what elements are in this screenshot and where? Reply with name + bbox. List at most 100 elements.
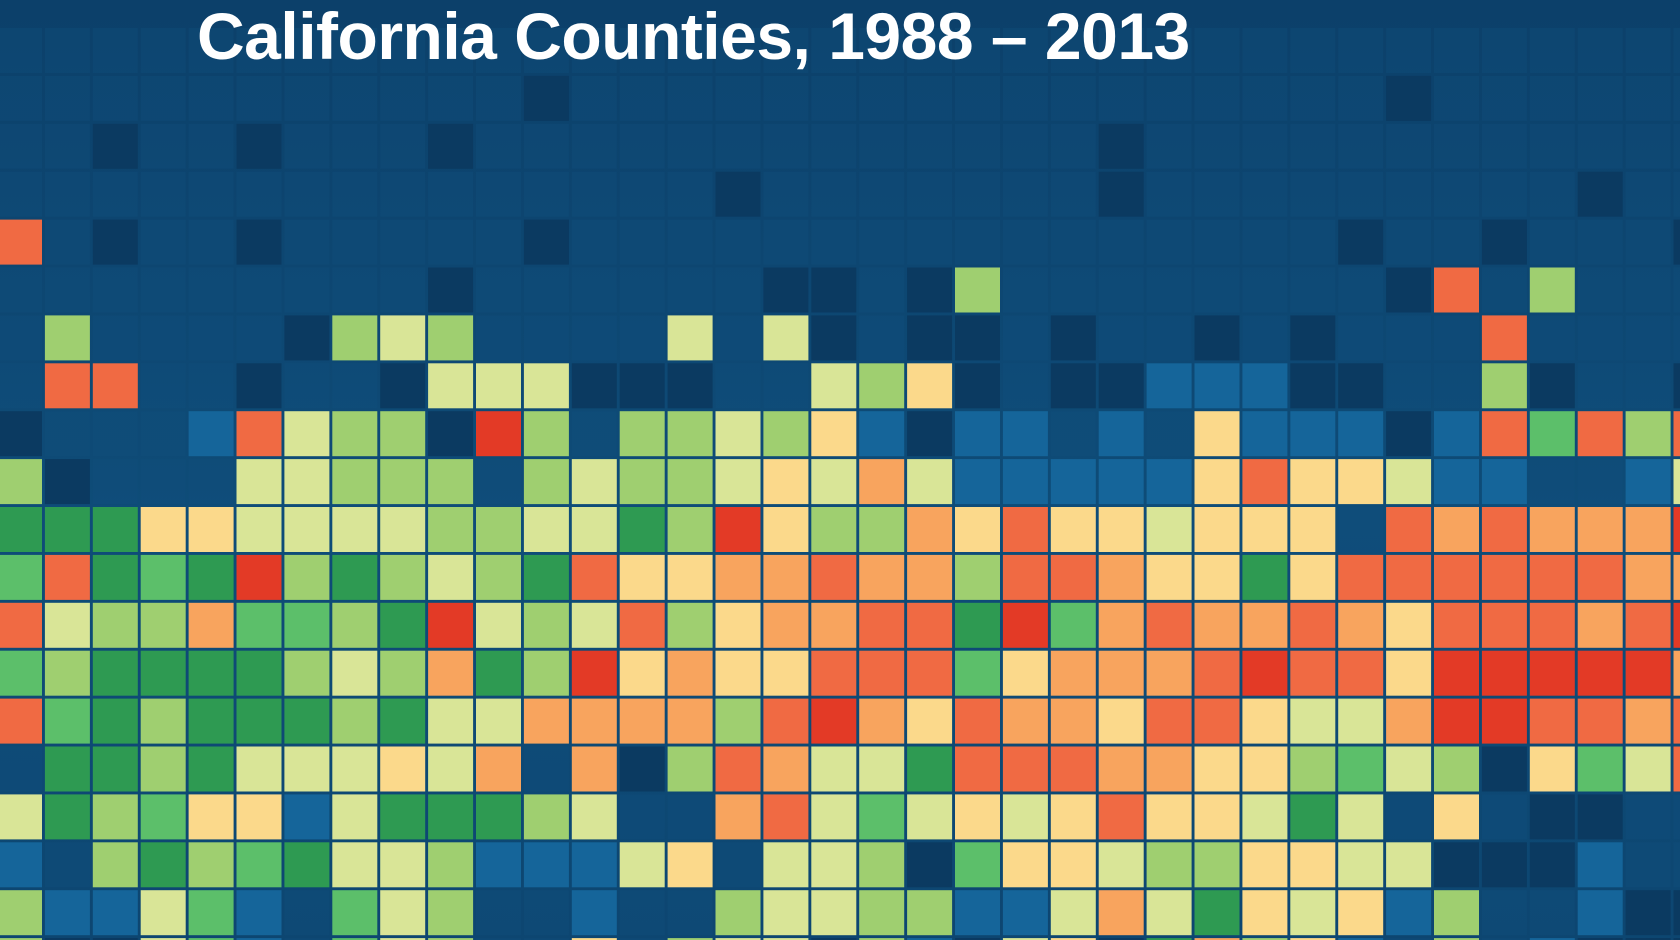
heatmap-cell: [0, 171, 42, 217]
heatmap-cell: [1146, 746, 1192, 792]
heatmap-cell: [1050, 602, 1096, 648]
heatmap-cell: [428, 171, 474, 217]
heatmap-cell: [236, 315, 282, 361]
heatmap-cell: [619, 938, 665, 940]
heatmap-cell: [1386, 28, 1432, 73]
heatmap-cell: [1098, 842, 1144, 888]
heatmap-cell: [955, 171, 1000, 217]
heatmap-cell: [332, 890, 378, 936]
heatmap-cell: [715, 507, 761, 552]
heatmap-cell: [523, 794, 569, 840]
heatmap-cell: [1529, 890, 1575, 936]
heatmap-cell: [1529, 315, 1575, 361]
heatmap-cell: [1242, 602, 1288, 648]
heatmap-cell: [1242, 698, 1288, 744]
heatmap-cell: [44, 554, 90, 600]
heatmap-cell: [907, 842, 953, 888]
heatmap-cell: [92, 890, 138, 936]
heatmap-cell: [1050, 507, 1096, 552]
heatmap-cell: [1290, 411, 1336, 457]
heatmap-cell: [1434, 411, 1479, 457]
heatmap-cell: [0, 411, 42, 457]
heatmap-cell: [476, 219, 521, 265]
heatmap-cell: [428, 219, 474, 265]
heatmap-cell: [1146, 554, 1192, 600]
heatmap-cell: [1050, 842, 1096, 888]
heatmap-cell: [667, 315, 713, 361]
heatmap-cell: [1577, 315, 1623, 361]
heatmap-cell: [476, 602, 521, 648]
heatmap-cell: [619, 554, 665, 600]
heatmap-cell: [1002, 842, 1048, 888]
heatmap-cell: [0, 363, 42, 409]
heatmap-cell: [763, 267, 809, 313]
heatmap-cell: [0, 938, 42, 940]
heatmap-cell: [1098, 602, 1144, 648]
heatmap-cell: [1050, 554, 1096, 600]
heatmap-cell: [1242, 842, 1288, 888]
heatmap-cell: [1434, 938, 1479, 940]
heatmap-cell: [859, 746, 905, 792]
heatmap-cell: [1194, 794, 1240, 840]
heatmap-cell: [1481, 746, 1527, 792]
heatmap-cell: [1673, 554, 1680, 600]
heatmap-cell: [1625, 411, 1671, 457]
heatmap-cell: [859, 938, 905, 940]
heatmap-cell: [667, 459, 713, 505]
heatmap-cell: [619, 219, 665, 265]
heatmap-cell: [859, 75, 905, 121]
heatmap-cell: [1098, 411, 1144, 457]
heatmap-cell: [571, 938, 617, 940]
heatmap-cell: [1002, 746, 1048, 792]
heatmap-cell: [92, 75, 138, 121]
heatmap-cell: [284, 602, 330, 648]
heatmap-cell: [1338, 28, 1384, 73]
heatmap-cell: [1481, 459, 1527, 505]
heatmap-cell: [140, 28, 186, 73]
heatmap-cell: [1194, 315, 1240, 361]
heatmap-cell: [667, 890, 713, 936]
heatmap-cell: [1625, 650, 1671, 696]
heatmap-cell: [523, 746, 569, 792]
heatmap-cell: [619, 698, 665, 744]
heatmap-cell: [1625, 794, 1671, 840]
heatmap-cell: [1434, 267, 1479, 313]
heatmap-cell: [236, 363, 282, 409]
heatmap-cell: [1386, 459, 1432, 505]
heatmap-cell: [1481, 698, 1527, 744]
heatmap-cell: [476, 890, 521, 936]
heatmap-cell: [428, 315, 474, 361]
heatmap-cell: [380, 554, 426, 600]
heatmap-cell: [1050, 794, 1096, 840]
heatmap-cell: [44, 459, 90, 505]
heatmap-cell: [523, 507, 569, 552]
heatmap-cell: [1146, 842, 1192, 888]
heatmap-cell: [1338, 363, 1384, 409]
heatmap-cell: [92, 507, 138, 552]
heatmap-cell: [1146, 794, 1192, 840]
heatmap-cell: [188, 602, 234, 648]
heatmap-cell: [380, 890, 426, 936]
heatmap-cell: [92, 698, 138, 744]
heatmap-cell: [1242, 315, 1288, 361]
heatmap-cell: [1146, 171, 1192, 217]
heatmap-cell: [667, 842, 713, 888]
heatmap-cell: [523, 267, 569, 313]
heatmap-cell: [44, 363, 90, 409]
heatmap-cell: [955, 315, 1000, 361]
heatmap-cell: [955, 507, 1000, 552]
heatmap-cell: [380, 363, 426, 409]
heatmap-cell: [1673, 746, 1680, 792]
heatmap-cell: [667, 363, 713, 409]
heatmap-cell: [1577, 698, 1623, 744]
heatmap-cell: [763, 75, 809, 121]
heatmap-cell: [667, 507, 713, 552]
heatmap-cell: [1098, 650, 1144, 696]
heatmap-cell: [907, 267, 953, 313]
heatmap-cell: [1050, 698, 1096, 744]
heatmap-cell: [715, 75, 761, 121]
heatmap-cell: [476, 507, 521, 552]
heatmap-cell: [428, 28, 474, 73]
heatmap-cell: [332, 698, 378, 744]
heatmap-cell: [763, 363, 809, 409]
